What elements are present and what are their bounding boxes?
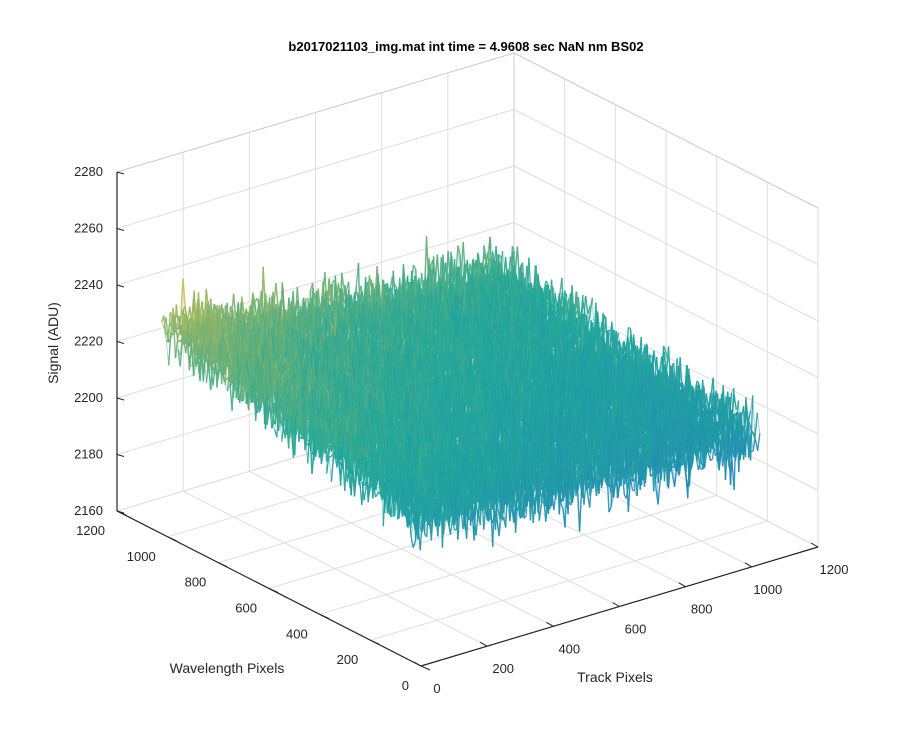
wall-gridline [513,165,819,322]
surface-segment [389,276,394,289]
surface-mesh [160,236,761,551]
surface-segment [172,314,177,359]
surface-segment [511,245,516,252]
surface-segment [412,264,417,270]
surface-segment [484,253,489,266]
surface-segment [180,278,184,317]
surface-segment [244,311,249,319]
surface-segment [193,344,197,367]
wall-gridline [116,165,515,286]
surface-segment [167,312,171,343]
box-edge [513,52,819,209]
surface-segment [507,256,512,279]
floor-gridline [319,494,717,615]
floor-gridline [370,520,768,641]
surface-segment [383,287,387,298]
surface-segment [453,266,457,293]
surface-segment [545,280,549,285]
wall-gridline [513,109,819,265]
wall-gridline [513,222,819,378]
box-edge [116,52,515,173]
surface-segment [414,290,418,294]
wall-gridline [116,109,515,229]
surface-segment [486,253,491,261]
surface-segment [182,278,186,307]
surface-segment [455,245,459,275]
